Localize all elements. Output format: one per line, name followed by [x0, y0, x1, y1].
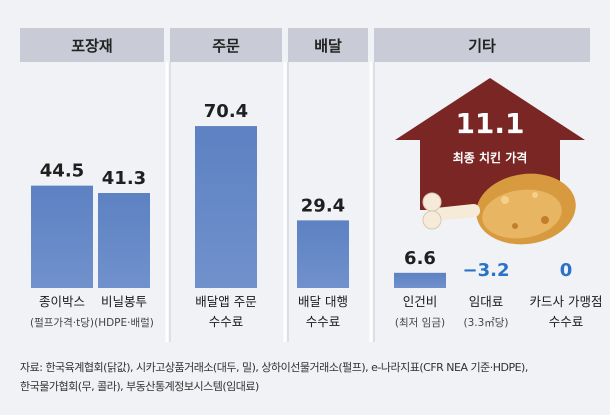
bar-0-1 — [98, 193, 150, 288]
chicken-drumstick-icon — [422, 173, 576, 245]
category-label-2-0: 배달 대행 — [298, 294, 348, 309]
value-label-0-0: 44.5 — [40, 161, 84, 182]
category-sublabel-3-2: 수수료 — [549, 314, 584, 329]
category-sublabel-3-1: (3.3㎡당) — [463, 317, 508, 329]
header-packaging: 포장재 — [71, 37, 112, 55]
header-bg-other — [374, 28, 590, 62]
category-label-3-2: 카드사 가맹점 — [530, 294, 603, 309]
header-delivery: 배달 — [314, 37, 342, 55]
category-label-0-0: 종이박스 — [39, 294, 85, 309]
source-line-2: 한국물가협회(무, 콜라), 부동산통계정보시스템(임대료) — [20, 380, 259, 393]
category-label-0-1: 비닐봉투 — [101, 294, 147, 309]
category-sublabel-0-0: (펄프가격·t당) — [30, 316, 94, 329]
category-label-3-0: 인건비 — [403, 294, 438, 309]
category-label-1-0: 배달앱 주문 — [195, 294, 256, 309]
value-label-3-2: 0 — [560, 260, 573, 281]
category-sublabel-1-0: 수수료 — [209, 314, 244, 329]
bar-0-0 — [31, 185, 93, 288]
bar-3-0 — [394, 272, 446, 288]
header-bg-packaging — [20, 28, 164, 62]
header-bg-delivery — [288, 28, 368, 62]
category-sublabel-3-0: (최저 임금) — [395, 316, 445, 329]
bar-2-0 — [297, 220, 349, 288]
value-label-0-1: 41.3 — [102, 168, 146, 189]
source-line-1: 자료: 한국육계협회(닭값), 시카고상품거래소(대두, 밀), 상하이선물거래… — [20, 361, 528, 374]
value-label-3-0: 6.6 — [404, 248, 436, 269]
value-label-1-0: 70.4 — [204, 101, 248, 122]
highlight-label: 최종 치킨 가격 — [453, 150, 528, 165]
header-order: 주문 — [212, 37, 240, 55]
header-other: 기타 — [468, 37, 496, 55]
header-bg-order — [170, 28, 282, 62]
highlight-value: 11.1 — [455, 107, 524, 140]
value-label-3-1: −3.2 — [463, 260, 510, 281]
category-sublabel-0-1: (HDPE·배럴) — [94, 316, 154, 329]
category-sublabel-2-0: 수수료 — [306, 314, 341, 329]
bar-1-0 — [195, 126, 257, 288]
value-label-2-0: 29.4 — [301, 195, 345, 216]
category-label-3-1: 임대료 — [469, 294, 504, 309]
